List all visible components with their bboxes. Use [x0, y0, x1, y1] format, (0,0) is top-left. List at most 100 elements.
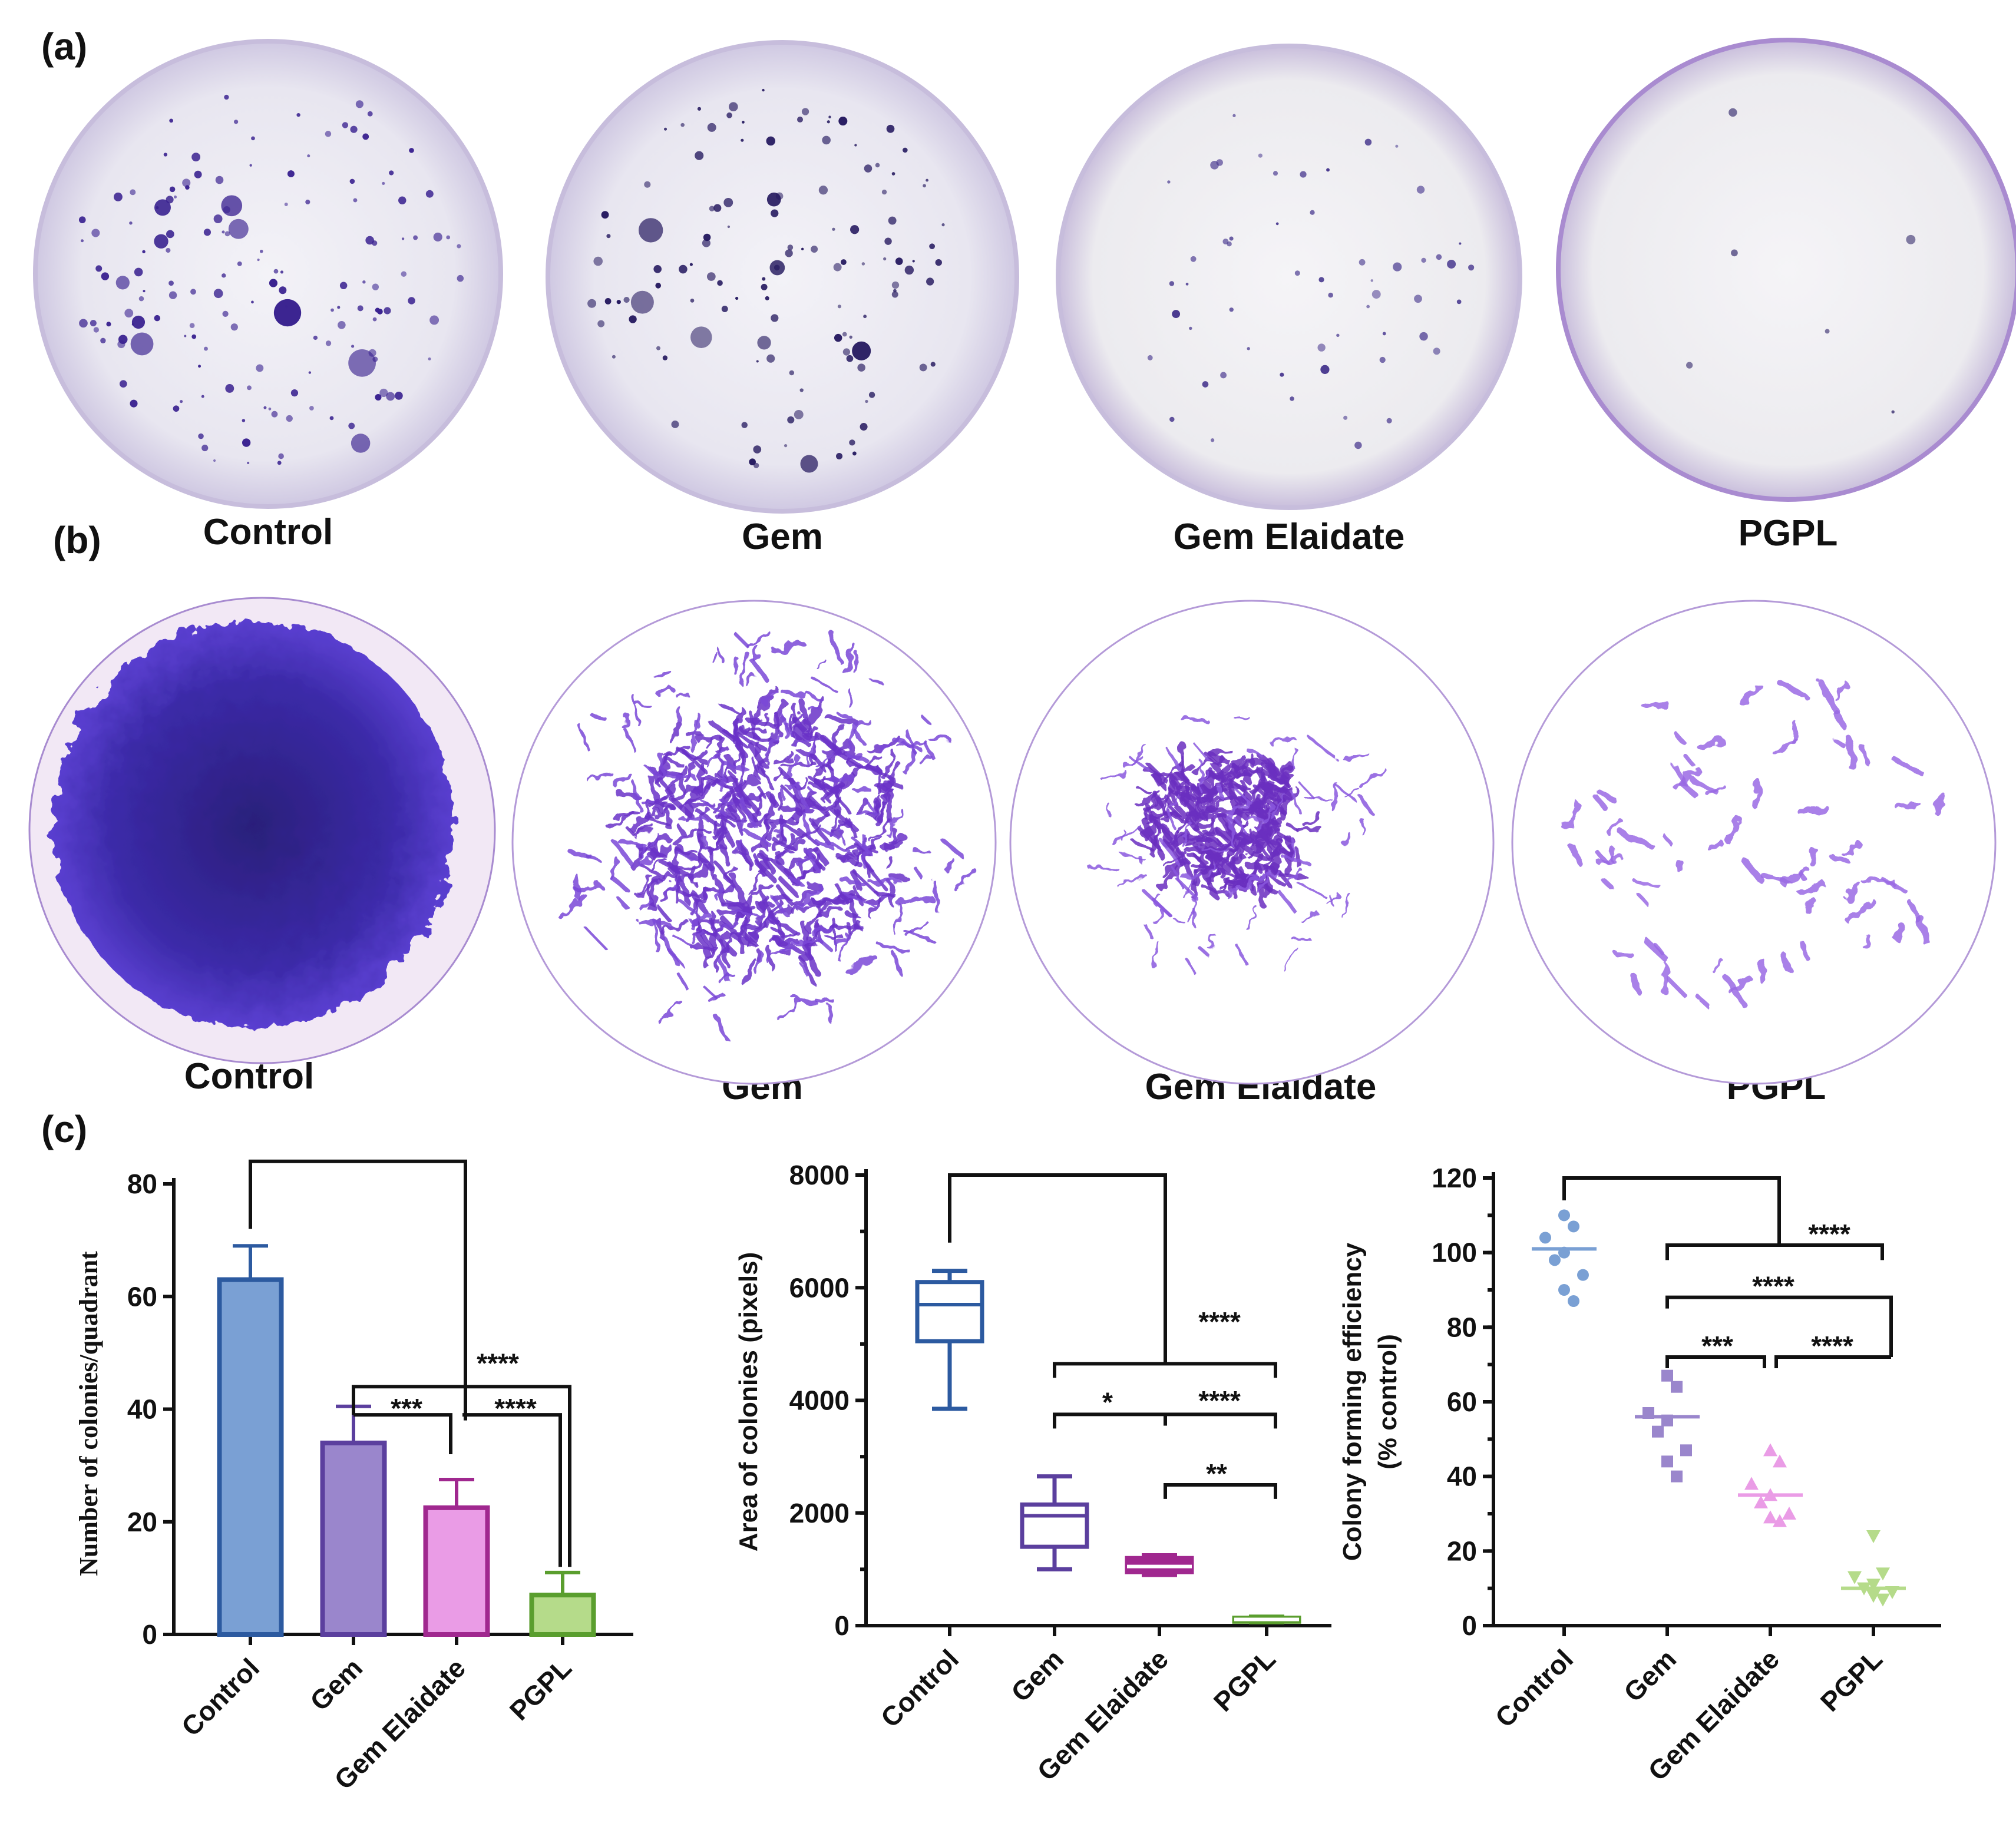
cell-fragment: [679, 874, 694, 883]
cell-fragment: [819, 902, 833, 912]
cell-fragment: [648, 875, 660, 912]
cell-fragment: [1136, 786, 1152, 795]
data-point: [1577, 1269, 1589, 1281]
colony-dot: [765, 296, 769, 300]
colony-dot: [601, 211, 609, 219]
sig-bracket: [1774, 1355, 1891, 1368]
colony-dot: [93, 327, 99, 333]
colony-dot: [587, 299, 597, 308]
cell-fragment: [1564, 802, 1581, 832]
cell-fragment: [888, 881, 895, 906]
y-tick-label: 40: [1447, 1461, 1477, 1492]
colony-dot: [771, 314, 779, 322]
colony-dot: [180, 400, 183, 403]
colony-dot: [630, 290, 654, 314]
y-tick-label: 6000: [789, 1272, 850, 1303]
colony-dot: [597, 320, 605, 327]
cell-fragment: [885, 777, 905, 791]
cell-fragment: [809, 776, 824, 787]
cell-fragment: [744, 830, 772, 847]
colony-dot: [875, 163, 880, 168]
colony-dot: [278, 453, 284, 459]
colony-dot: [257, 258, 260, 262]
colony-dot: [836, 452, 843, 460]
cell-fragment: [715, 876, 725, 905]
colony-dot: [142, 250, 146, 254]
cell-fragment: [658, 751, 667, 777]
colony-dot: [143, 290, 146, 293]
cell-fragment: [850, 869, 863, 892]
x-tick-label: PGPL: [1815, 1643, 1888, 1717]
colony-dot: [1229, 307, 1234, 312]
cell-fragment: [653, 670, 672, 678]
colony-dot: [129, 221, 133, 225]
data-point: [1866, 1590, 1881, 1603]
cell-fragment: [740, 735, 768, 752]
colony-dot: [1456, 299, 1462, 305]
cell-fragment: [1293, 846, 1303, 869]
cell-fragment: [802, 811, 812, 840]
cell-fragment: [719, 797, 737, 808]
cell-fragment: [799, 939, 820, 961]
cell-fragment: [620, 714, 631, 728]
colony-dot: [425, 190, 434, 198]
cell-fragment: [645, 839, 658, 855]
dish-a-gem-elaidate: [1056, 44, 1522, 510]
cell-fragment: [784, 755, 801, 780]
y-tick-label: 2000: [789, 1498, 850, 1528]
colony-dot: [309, 406, 314, 411]
cell-fragment: [782, 752, 795, 760]
cell-fragment: [1594, 794, 1609, 812]
cell-fragment: [1277, 889, 1299, 916]
cell-fragment: [634, 702, 654, 710]
colony-dot: [883, 257, 887, 261]
colony-dot: [1185, 282, 1189, 286]
colony-dot: [1320, 365, 1330, 374]
cell-fragment: [1230, 808, 1260, 815]
data-point: [1558, 1284, 1570, 1296]
cell-fragment: [736, 724, 748, 742]
panel-a-caption-gem: Gem: [742, 517, 823, 557]
colony-dot: [656, 346, 660, 350]
cell-fragment: [791, 713, 803, 731]
cell-fragment: [1187, 890, 1197, 924]
colony-dot: [457, 244, 461, 249]
colony-dot: [337, 306, 341, 309]
cell-fragment: [844, 894, 874, 906]
cell-fragment: [817, 660, 828, 670]
cell-fragment: [752, 791, 764, 822]
colony-dot: [263, 406, 267, 409]
colony-dot: [629, 315, 637, 323]
colony-dot: [115, 276, 130, 290]
cell-fragment: [1206, 850, 1221, 858]
data-point: [1680, 1444, 1692, 1457]
cell-fragment: [811, 753, 827, 772]
colony-dot: [1220, 372, 1227, 379]
colony-dot: [169, 186, 176, 193]
colony-dot: [256, 364, 264, 372]
cell-fragment: [711, 827, 727, 839]
cell-fragment: [1234, 817, 1248, 835]
cell-fragment: [1285, 871, 1305, 885]
cell-fragment: [874, 801, 888, 826]
colony-dot: [818, 186, 828, 195]
colony-dot: [372, 317, 377, 322]
colony-dot: [224, 231, 230, 237]
cell-fragment: [1192, 806, 1217, 818]
panel-c-letter: (c): [41, 1108, 88, 1150]
colony-dot: [290, 389, 299, 397]
colony-dot: [106, 322, 111, 327]
colony-dot: [382, 181, 385, 185]
cell-fragment: [1260, 882, 1278, 895]
cell-fragment: [1128, 756, 1151, 772]
cell-fragment: [703, 945, 716, 968]
y-tick-label: 120: [1432, 1163, 1477, 1193]
cell-fragment: [715, 646, 724, 663]
colony-dot: [753, 445, 762, 454]
cell-network: [1564, 679, 1946, 1009]
cell-fragment: [745, 726, 767, 733]
cell-fragment: [690, 932, 706, 944]
cell-fragment: [655, 793, 665, 813]
cell-fragment: [751, 734, 779, 745]
cell-fragment: [816, 751, 834, 768]
